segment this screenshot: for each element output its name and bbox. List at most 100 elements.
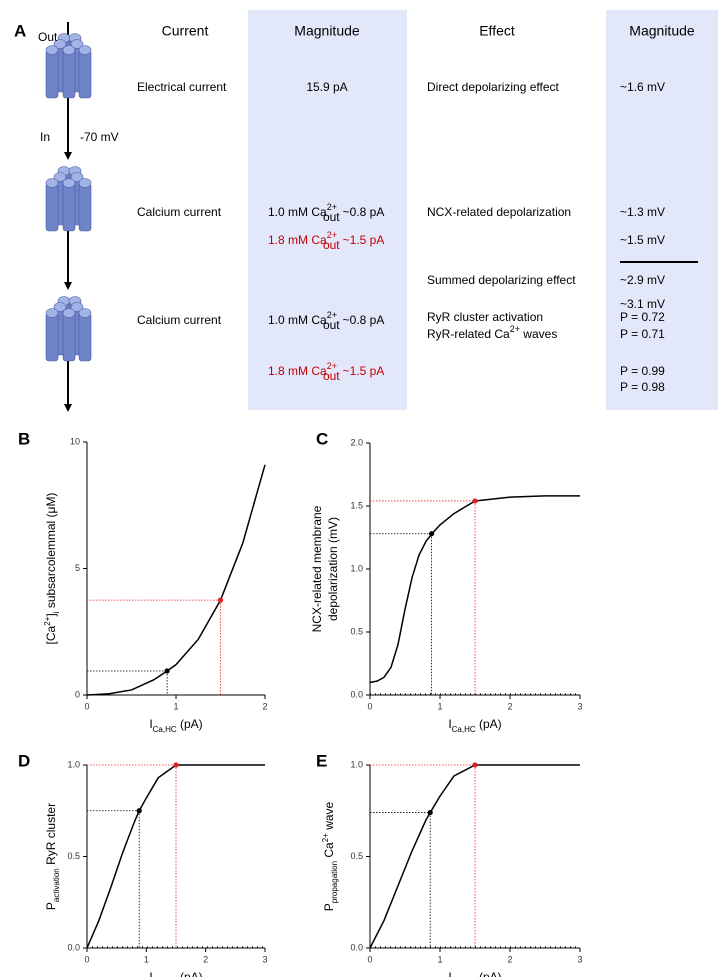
y-tick-label: 0.5 [350, 851, 363, 861]
subunit-cap [62, 45, 76, 55]
sub: out [323, 318, 340, 332]
x-tick-label: 0 [84, 954, 89, 964]
y-tick-label: 0.0 [67, 942, 80, 952]
effect-label: Direct depolarizing effect [427, 80, 560, 94]
subunit [45, 182, 59, 232]
label-part: RyR cluster [44, 803, 58, 868]
label-part: P [322, 903, 336, 911]
condition: 1.0 mM Ca2+ out ~0.8 pA [268, 202, 384, 224]
arrowhead [64, 152, 72, 160]
x-tick-label: 2 [262, 701, 267, 711]
label-part: Ca [322, 842, 336, 861]
x-axis-label: ICa,HC (pA) [149, 717, 202, 733]
subunit-cap [62, 308, 76, 318]
effect-label: RyR-related Ca2+ waves [427, 324, 557, 341]
subunit [78, 312, 92, 362]
in-label: In [40, 130, 50, 144]
y-axis-label: depolarization (mV) [326, 517, 340, 621]
x-tick-label: 3 [577, 701, 582, 711]
label-part: [Ca [44, 625, 58, 644]
label-part: (pA) [476, 717, 502, 731]
y-tick-label: 1.0 [67, 759, 80, 769]
x-tick-label: 0 [367, 701, 372, 711]
subunit [45, 312, 59, 362]
y-tick-label: 5 [75, 563, 80, 573]
y-tick-label: 10 [70, 436, 80, 446]
label-part: I [448, 970, 451, 977]
conc: 1.0 mM Ca [268, 313, 327, 327]
conc: 1.0 mM Ca [268, 205, 327, 219]
label-part: wave [322, 801, 336, 833]
effect-magnitude: ~1.6 mV [620, 80, 665, 94]
sub: propagation [330, 861, 339, 903]
header: Current [162, 23, 209, 39]
subunit-cap [62, 178, 76, 188]
y-tick-label: 1.5 [350, 500, 363, 510]
subunit [78, 49, 92, 99]
label-part: P [44, 902, 58, 910]
sup: 2+ [510, 324, 520, 334]
label: RyR-related Ca [427, 327, 510, 341]
current-label: Calcium current [137, 313, 222, 327]
sup: 2+ [327, 202, 337, 212]
y-tick-label: 1.0 [350, 759, 363, 769]
marker [136, 808, 142, 814]
condition: 1.0 mM Ca2+ out ~0.8 pA [268, 310, 384, 332]
header: Magnitude [629, 23, 695, 39]
effect-magnitude: P = 0.98 [620, 380, 665, 394]
sup: 2+ [327, 230, 337, 240]
effect-magnitude: P = 0.72 [620, 310, 665, 324]
potential-label: -70 mV [80, 130, 119, 144]
label-part: NCX-related membrane [310, 505, 324, 632]
subunit-cap [45, 308, 59, 318]
curve [369, 495, 580, 684]
effect-label: RyR cluster activation [427, 310, 543, 324]
subunit-cap [78, 45, 92, 55]
subunit-cap [53, 39, 67, 49]
y-tick-label: 0.5 [350, 626, 363, 636]
subunit-cap [78, 178, 92, 188]
effect-label: NCX-related depolarization [427, 205, 571, 219]
subunit [62, 49, 76, 99]
label-part: I [149, 970, 152, 977]
y-tick-label: 0.0 [350, 942, 363, 952]
y-tick-label: 1.0 [350, 563, 363, 573]
label-part: ] [44, 613, 58, 616]
label-part: subsarcolemmal (μM) [44, 493, 58, 612]
conc: 1.8 mM Ca [268, 364, 327, 378]
subunit [78, 182, 92, 232]
current-label: Electrical current [137, 80, 227, 94]
current: ~0.8 pA [343, 205, 385, 219]
magnitude-box [606, 10, 718, 410]
sub: activation [52, 868, 61, 902]
x-tick-label: 3 [262, 954, 267, 964]
sub: out [323, 210, 340, 224]
marker [164, 668, 170, 674]
y-axis-label: [Ca2+]i subsarcolemmal (μM) [43, 493, 61, 645]
sup: 2+ [327, 310, 337, 320]
effect-magnitude: ~2.9 mV [620, 273, 665, 287]
panel-letter: A [14, 21, 26, 40]
subunit-cap [53, 172, 67, 182]
effect-label: Summed depolarizing effect [427, 273, 576, 287]
y-axis-label: Ppropagation Ca2+ wave [321, 801, 339, 911]
condition: 1.8 mM Ca2+ out ~1.5 pA [268, 230, 384, 252]
y-axis-label: NCX-related membrane [310, 505, 324, 632]
condition: 1.8 mM Ca2+ out ~1.5 pA [268, 361, 384, 383]
panel-letter: C [316, 429, 328, 448]
label-part: (pA) [177, 970, 203, 977]
magnitude-box [248, 10, 407, 410]
current: ~1.5 pA [343, 364, 385, 378]
effect-magnitude: ~1.5 mV [620, 233, 665, 247]
x-tick-label: 1 [144, 954, 149, 964]
marker [472, 498, 478, 504]
marker [217, 597, 224, 603]
current-label: Calcium current [137, 205, 222, 219]
x-tick-label: 3 [577, 954, 582, 964]
subunit [45, 49, 59, 99]
subunit-cap [45, 45, 59, 55]
y-tick-label: 0.5 [67, 851, 80, 861]
marker [472, 762, 478, 768]
sub: out [323, 238, 340, 252]
